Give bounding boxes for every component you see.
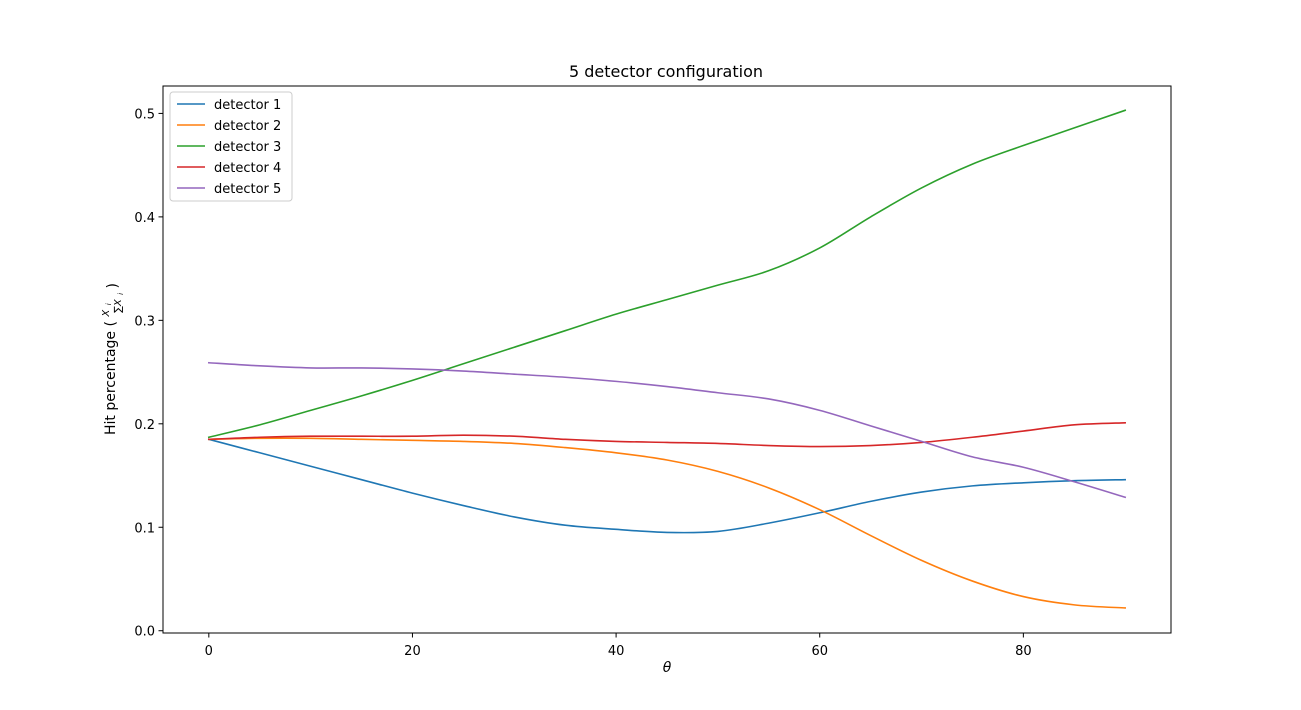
y-axis-label-prefix: Hit percentage (	[103, 321, 119, 435]
y-tick-label: 0.2	[134, 418, 155, 433]
x-tick-label: 60	[811, 644, 828, 659]
legend-frame	[169, 91, 293, 202]
y-axis-label-fraction-numerator: X	[101, 309, 112, 318]
y-axis-label: Hit percentage ( X i ∑X i )	[97, 283, 127, 435]
y-axis-label-suffix: )	[105, 283, 121, 288]
series-line-1	[207, 438, 1126, 534]
y-tick-label: 0.0	[134, 625, 155, 640]
legend-label-1: detector 1	[214, 98, 281, 113]
y-tick-label: 0.1	[134, 521, 155, 536]
x-axis: 0 20 40 60 80	[205, 633, 1032, 659]
y-axis-label-text: Hit percentage ( X i ∑X i )	[97, 283, 127, 435]
plot-frame	[162, 85, 1172, 634]
y-tick-label: 0.3	[134, 314, 155, 329]
y-axis-label-fraction-denominator-sub: i	[117, 293, 125, 295]
series-layer	[207, 109, 1127, 609]
legend-label-4: detector 4	[214, 161, 281, 176]
legend: detector 1 detector 2 detector 3 detector 4…	[169, 91, 293, 202]
series-line-5	[207, 361, 1127, 499]
x-tick-label: 80	[1015, 644, 1032, 659]
legend-label-2: detector 2	[214, 119, 281, 134]
legend-label-3: detector 3	[214, 140, 281, 155]
x-tick-label: 40	[608, 644, 625, 659]
series-line-4	[207, 421, 1127, 448]
series-line-2	[208, 437, 1127, 609]
chart-title: 5 detector configuration	[569, 62, 763, 81]
legend-entries: detector 1 detector 2 detector 3 detector 4…	[177, 98, 281, 197]
y-tick-label: 0.5	[134, 107, 155, 122]
y-axis: 0.0 0.1 0.2 0.3 0.4 0.5	[134, 107, 163, 640]
y-axis-label-fraction-numerator-sub: i	[105, 303, 113, 305]
y-axis-label-fraction-denominator: ∑X	[113, 298, 124, 313]
x-tick-label: 20	[404, 644, 421, 659]
x-tick-label: 0	[205, 644, 213, 659]
legend-label-5: detector 5	[214, 182, 281, 197]
x-axis-label: θ	[663, 660, 672, 676]
series-line-3	[207, 109, 1127, 439]
plot-area: 0 20 40 60 80 0.0 0.1 0.2 0.3 0.4 0.5	[134, 85, 1172, 659]
y-tick-label: 0.4	[134, 211, 155, 226]
